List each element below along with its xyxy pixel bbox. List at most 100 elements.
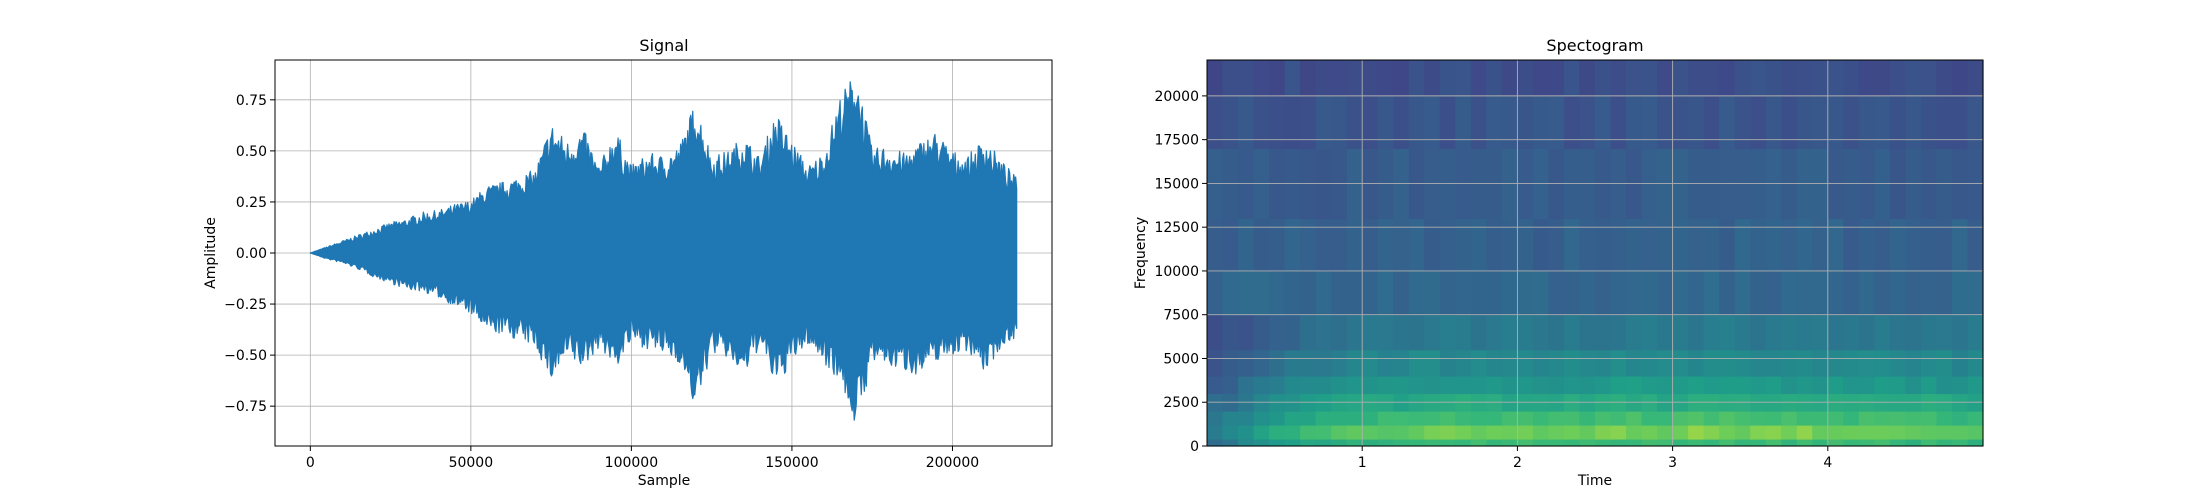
spectrogram-cell [1858, 410, 1875, 426]
spectrogram-cell [1641, 314, 1658, 351]
spectrogram-cell [1936, 349, 1953, 377]
spectrogram-cell [1827, 375, 1844, 395]
spectrogram-cell [1439, 439, 1456, 447]
spectrogram-cell [1827, 349, 1844, 377]
spectrogram-cell [1920, 218, 1938, 272]
spectrogram-cell [1284, 375, 1301, 395]
spectrogram-cell [1579, 349, 1596, 377]
spectrogram-cell [1284, 60, 1301, 97]
spectrogram-cell [1579, 410, 1596, 426]
spectrogram-cell [1439, 424, 1456, 440]
spectrogram-cell [1300, 439, 1317, 447]
spectrogram-cell [1517, 375, 1534, 395]
spectrogram-cell [1455, 218, 1472, 272]
spectrogram-cell [1827, 410, 1844, 426]
spectrogram-cell [1781, 270, 1798, 316]
spectrogram-cell [1626, 314, 1643, 351]
spectrogram-cell [1812, 270, 1829, 316]
spectrogram-cell [1362, 410, 1379, 426]
signal-series-line [309, 81, 1018, 421]
signal-y-label: Amplitude [203, 217, 219, 289]
spectrogram-cell [1253, 270, 1270, 316]
spectrogram-cell [1346, 349, 1363, 377]
spectrogram-cell [1408, 439, 1425, 447]
spectrogram-cell [1563, 424, 1581, 440]
spectrogram-cell [1610, 314, 1627, 351]
spectrogram-cell [1486, 375, 1503, 395]
spectrogram-cell [1346, 218, 1363, 272]
spectrogram-cell [1610, 270, 1627, 316]
spectrogram-cell [1455, 439, 1472, 447]
spectrogram-cell [1703, 218, 1720, 272]
spectrogram-cell [1222, 95, 1239, 150]
spectrogram-cell [1812, 60, 1829, 97]
spectrogram-cell [1765, 218, 1782, 272]
spectrogram-cell [1874, 270, 1891, 316]
spectrogram-cell [1532, 314, 1550, 351]
spectrogram-cell [1501, 424, 1518, 440]
spectrogram-cell [1889, 60, 1906, 97]
spectrogram-cell [1781, 439, 1798, 447]
spectrogram-cell [1719, 439, 1736, 447]
spectrogram-cell [1517, 95, 1534, 150]
spectrogram-cell [1641, 60, 1658, 97]
spectrogram-cell [1781, 218, 1798, 272]
spectrogram-cell [1424, 439, 1441, 447]
spectrogram-cell [1812, 349, 1829, 377]
spectrogram-cell [1548, 410, 1565, 426]
spectrogram-cell [1532, 60, 1550, 97]
spectrogram-cell [1734, 410, 1751, 426]
spectrogram-cell [1595, 270, 1612, 316]
spectrogram-cell [1408, 60, 1425, 97]
spectrogram-cell [1750, 439, 1767, 447]
spectrogram-cell [1858, 424, 1875, 440]
spectrogram-heatmap [1207, 60, 1984, 447]
spectrogram-cell [1719, 424, 1736, 440]
spectrogram-cell [1455, 410, 1472, 426]
spectrogram-cell [1765, 375, 1782, 395]
spectrogram-cell [1238, 439, 1255, 447]
spectrogram-cell [1238, 270, 1255, 316]
spectrogram-cell [1595, 439, 1612, 447]
spectrogram-cell [1688, 424, 1705, 440]
spectrogram-cell [1657, 270, 1674, 316]
spectrogram-cell [1300, 314, 1317, 351]
spectrogram-cell [1657, 60, 1674, 97]
spectrogram-cell [1439, 60, 1456, 97]
spectrogram-cell [1284, 270, 1301, 316]
spectrogram-cell [1641, 424, 1658, 440]
spectrogram-cell [1532, 439, 1550, 447]
spectrogram-cell [1734, 375, 1751, 395]
spectrogram-cell [1377, 270, 1394, 316]
spectrogram-cell [1377, 424, 1394, 440]
spectrogram-cell [1796, 410, 1813, 426]
spectrogram-cell [1967, 314, 1984, 351]
spectrogram-cell [1688, 314, 1705, 351]
spectrogram-cell [1750, 218, 1767, 272]
spectrogram-cell [1595, 218, 1612, 272]
spectrogram-cell [1548, 349, 1565, 377]
spectrogram-cell [1641, 95, 1658, 150]
spectrogram-cell [1657, 375, 1674, 395]
spectrogram-cell [1796, 375, 1813, 395]
spectrogram-cell [1843, 349, 1860, 377]
spectrogram-cell [1889, 439, 1906, 447]
spectrogram-cell [1734, 424, 1751, 440]
spectrogram-cell [1874, 218, 1891, 272]
spectrogram-cell [1315, 439, 1332, 447]
spectrogram-cell [1517, 349, 1534, 377]
spectrogram-cell [1595, 375, 1612, 395]
spectrogram-cell [1238, 218, 1255, 272]
spectrogram-cell [1424, 60, 1441, 97]
spectrogram-cell [1812, 439, 1829, 447]
spectrogram-cell [1470, 439, 1487, 447]
spectrogram-cell [1455, 270, 1472, 316]
spectrogram-cell [1269, 410, 1286, 426]
spectrogram-cell [1501, 410, 1518, 426]
spectrogram-cell [1672, 218, 1689, 272]
signal-title: Signal [639, 36, 688, 55]
spectrogram-cell [1672, 424, 1689, 440]
spectrogram-cell [1874, 410, 1891, 426]
spectrogram-cell [1563, 95, 1581, 150]
spectrogram-cell [1967, 60, 1984, 97]
